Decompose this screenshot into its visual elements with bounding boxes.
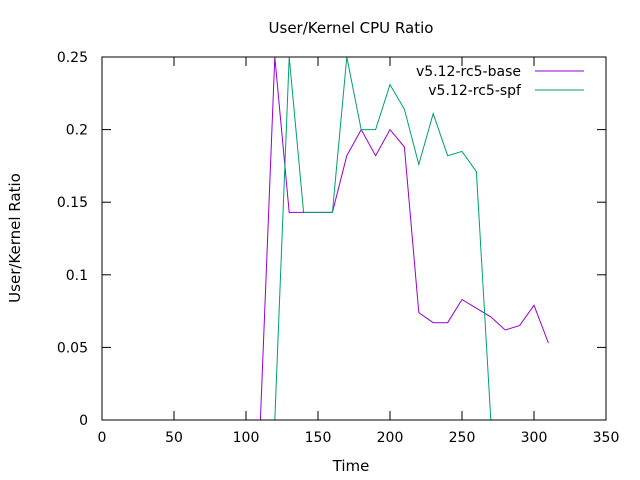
chart-title: User/Kernel CPU Ratio [269, 19, 434, 37]
axis-ticks: 0 50 100 150 200 250 300 350 0 0.05 0.1 0.15 0.2 0.25 [57, 50, 620, 446]
x-tick-label: 0 [98, 430, 107, 446]
x-tick-label: 250 [449, 430, 476, 446]
series-line-1 [102, 57, 549, 420]
x-tick-label: 100 [233, 430, 260, 446]
legend-label-1: v5.12-rc5-base [416, 64, 521, 80]
x-axis-title: Time [332, 457, 370, 475]
y-tick-label: 0.2 [66, 123, 88, 139]
y-tick-label: 0.05 [57, 340, 88, 356]
legend: v5.12-rc5-base v5.12-rc5-spf [416, 64, 584, 99]
x-tick-label: 300 [521, 430, 548, 446]
y-tick-label: 0.15 [57, 195, 88, 211]
y-tick-label: 0 [79, 413, 88, 429]
x-tick-label: 350 [593, 430, 620, 446]
series-lines [102, 57, 549, 420]
x-tick-label: 150 [305, 430, 332, 446]
x-tick-label: 200 [377, 430, 404, 446]
legend-label-2: v5.12-rc5-spf [428, 83, 522, 99]
y-tick-label: 0.1 [66, 268, 88, 284]
y-tick-label: 0.25 [57, 50, 88, 66]
x-tick-label: 50 [165, 430, 183, 446]
y-axis-title: User/Kernel Ratio [6, 173, 24, 303]
series-line-2 [102, 57, 492, 420]
plot-frame [101, 56, 607, 421]
